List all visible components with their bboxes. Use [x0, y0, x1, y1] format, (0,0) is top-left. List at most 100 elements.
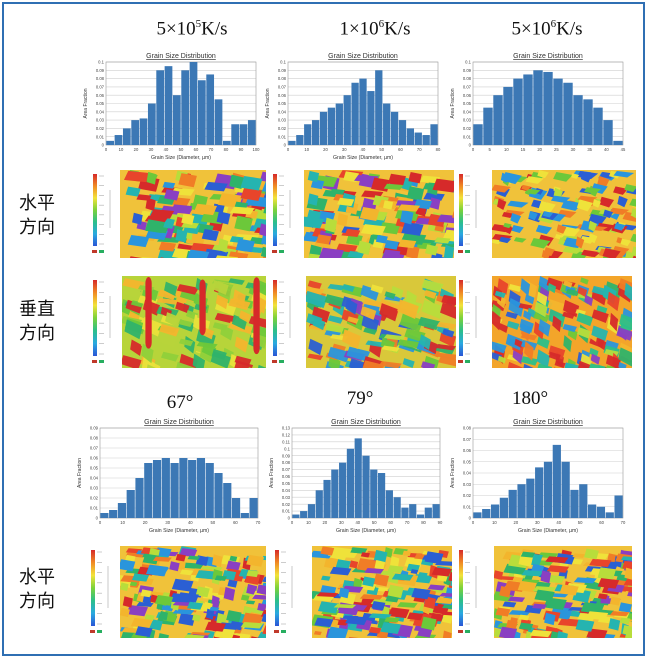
x-tick-label: 0	[291, 520, 294, 525]
histogram-bar	[383, 103, 391, 145]
grain	[620, 556, 632, 561]
grain	[581, 249, 598, 257]
histogram-bar	[570, 489, 579, 518]
y-tick-label: 0.07	[278, 85, 287, 90]
grain	[603, 209, 614, 219]
grain	[146, 171, 157, 185]
histogram-bar	[307, 504, 316, 518]
grain	[596, 305, 608, 315]
grain	[501, 212, 515, 219]
x-tick-label: 90	[438, 520, 443, 525]
grain	[618, 347, 632, 367]
grain	[624, 567, 632, 580]
grain	[497, 355, 507, 364]
x-tick-label: 30	[535, 520, 540, 525]
grain	[619, 617, 631, 625]
legend-scale-marker	[458, 360, 463, 363]
grain	[223, 586, 236, 601]
histogram-bar	[131, 120, 140, 145]
grain	[492, 300, 506, 312]
legend-scale-marker	[458, 630, 463, 633]
grain	[417, 316, 441, 331]
grain	[442, 604, 452, 609]
grain	[179, 338, 194, 347]
legend-scale-marker	[465, 250, 470, 253]
histogram-bar	[473, 512, 482, 518]
grain	[387, 565, 404, 574]
y-tick-label: 0.04	[90, 476, 99, 481]
x-tick-label: 0	[105, 147, 108, 152]
x-tick-label: 25	[554, 147, 559, 152]
grain	[520, 278, 531, 297]
grain	[130, 339, 143, 357]
grain	[616, 327, 632, 341]
grain	[383, 200, 394, 210]
grain	[256, 584, 266, 595]
x-axis-label: Grain Size (Diameter, µm)	[149, 528, 209, 534]
x-tick-label: 50	[372, 520, 377, 525]
grain	[397, 204, 421, 212]
grain	[627, 587, 632, 593]
grain	[431, 567, 452, 577]
grain	[211, 595, 220, 609]
grain	[129, 256, 143, 258]
histogram-bar	[552, 444, 561, 518]
grain-map-1	[120, 170, 266, 258]
grain	[590, 353, 601, 365]
histogram-bar	[152, 460, 162, 518]
grain	[518, 614, 530, 621]
y-tick-label: 0.01	[278, 134, 287, 139]
grain	[521, 569, 544, 577]
grain	[548, 345, 566, 360]
grain	[388, 173, 406, 186]
grain	[538, 319, 551, 337]
row-label-horizontal-2: 水平 方向	[16, 566, 58, 614]
y-tick-label: 0.09	[278, 68, 287, 73]
title-unit: K/s	[384, 18, 411, 40]
x-tick-label: 20	[323, 147, 328, 152]
histogram-bar	[304, 124, 312, 145]
y-tick-label: 0.01	[282, 509, 291, 514]
histogram-bar	[139, 118, 148, 145]
grain	[187, 249, 210, 258]
grain	[580, 353, 593, 368]
grain	[257, 602, 266, 612]
x-tick-label: 100	[253, 147, 261, 152]
grain	[511, 225, 524, 234]
grain	[368, 613, 392, 619]
grain	[307, 280, 322, 290]
grain-map-4	[122, 276, 266, 368]
y-tick-label: 0.03	[96, 118, 105, 123]
histogram-5-svg: Grain Size Distribution 0 0.01 0.02 0.03 0.04…	[269, 419, 443, 534]
grain	[257, 364, 266, 368]
grain	[435, 597, 452, 605]
grain	[575, 236, 585, 249]
grain	[152, 556, 172, 562]
orientation-map-6	[456, 276, 632, 372]
row-label-vertical: 垂直 方向	[16, 298, 58, 346]
grain	[141, 343, 154, 364]
legend-gradient-bar	[93, 280, 97, 356]
histogram-bar	[214, 473, 223, 518]
legend-gradient-bar	[93, 174, 97, 246]
grain	[120, 559, 136, 572]
grain	[184, 634, 205, 638]
grain	[385, 595, 400, 603]
grain-map-8	[312, 546, 452, 638]
column-title-cooling-rate-2: 1×106K/s	[275, 18, 475, 40]
grain	[383, 183, 404, 190]
histogram-bar	[359, 78, 367, 145]
grain	[348, 637, 359, 638]
grain	[605, 367, 607, 368]
x-tick-label: 20	[537, 147, 542, 152]
histogram-3-svg: Grain Size Distribution 0 0.01 0.02 0.03 0.04…	[450, 53, 626, 152]
grain	[261, 599, 266, 605]
histogram-6: Grain Size Distribution 0 0.01 0.02 0.03 0.04…	[447, 416, 629, 538]
grain	[605, 354, 621, 368]
histogram-1-svg: Grain Size Distribution 0 0.01 0.02 0.03 0.04…	[83, 53, 261, 161]
grain	[410, 569, 419, 574]
histogram-bar	[240, 513, 249, 518]
legend-scale-marker	[279, 250, 284, 253]
x-tick-label: 90	[239, 147, 244, 152]
grain	[435, 344, 456, 351]
